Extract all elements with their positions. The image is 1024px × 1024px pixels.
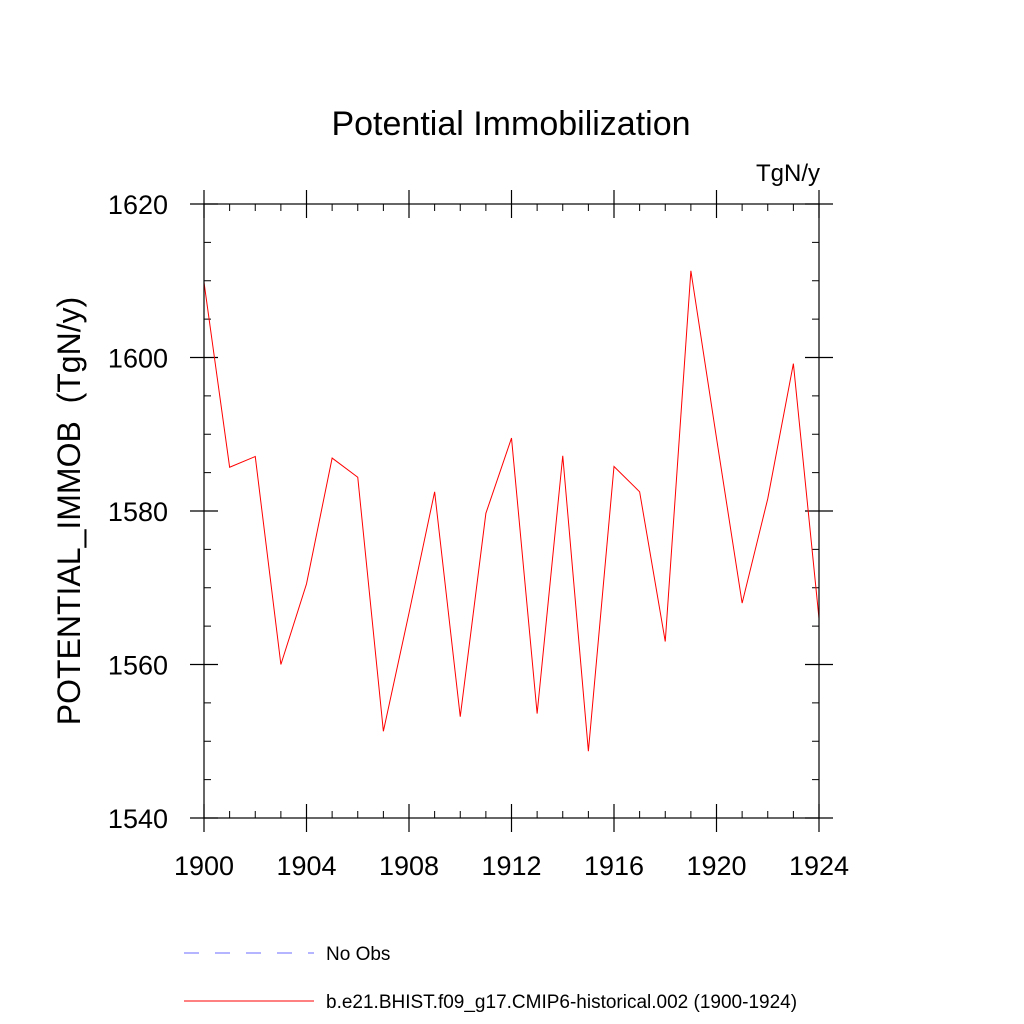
x-tick-labels: 1900 1904 1908 1912 1916 1920 1924 bbox=[174, 851, 849, 881]
y-tick-label: 1580 bbox=[108, 497, 168, 527]
x-tick-label: 1912 bbox=[481, 851, 541, 881]
plot-frame bbox=[203, 203, 820, 819]
y-tick-labels: 1540 1560 1580 1600 1620 bbox=[108, 190, 168, 834]
x-tick-label: 1920 bbox=[686, 851, 746, 881]
major-ticks bbox=[190, 190, 833, 832]
y-tick-label: 1540 bbox=[108, 804, 168, 834]
y-tick-label: 1560 bbox=[108, 651, 168, 681]
legend-label-historical: b.e21.BHIST.f09_g17.CMIP6-historical.002… bbox=[326, 992, 797, 1013]
x-tick-label: 1916 bbox=[584, 851, 644, 881]
x-tick-label: 1900 bbox=[174, 851, 234, 881]
y-axis-label: POTENTIAL_IMMOB (TgN/y) bbox=[51, 297, 87, 725]
series-line-0 bbox=[203, 270, 820, 752]
units-label: TgN/y bbox=[756, 160, 820, 187]
y-tick-label: 1600 bbox=[108, 344, 168, 374]
chart-title: Potential Immobilization bbox=[331, 105, 690, 143]
legend-label-no-obs: No Obs bbox=[326, 944, 390, 965]
x-tick-label: 1904 bbox=[276, 851, 336, 881]
x-tick-label: 1924 bbox=[789, 851, 849, 881]
legend: No Obs b.e21.BHIST.f09_g17.CMIP6-histori… bbox=[184, 944, 797, 1013]
y-tick-label: 1620 bbox=[108, 190, 168, 220]
minor-ticks bbox=[204, 204, 819, 818]
series-layer bbox=[203, 270, 820, 752]
x-tick-label: 1908 bbox=[379, 851, 439, 881]
